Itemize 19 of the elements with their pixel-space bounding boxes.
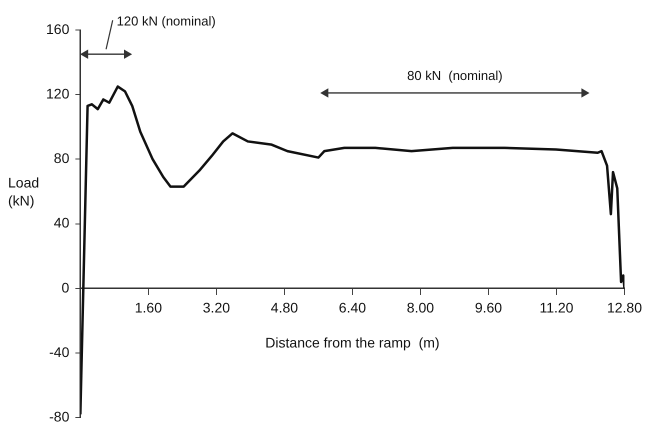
- y-tick-label: 0: [62, 279, 70, 296]
- y-axis-title: Load (kN): [8, 174, 40, 209]
- x-tick-label: 12.80: [606, 300, 642, 316]
- y-tick-label: 160: [46, 20, 70, 37]
- y-tick-label: -80: [49, 408, 70, 424]
- x-tick-label: 3.20: [202, 300, 230, 316]
- x-tick-label: 8.00: [406, 300, 434, 316]
- y-tick-label: 40: [54, 214, 70, 231]
- x-tick-label: 6.40: [338, 300, 366, 316]
- x-tick-label: 11.20: [539, 300, 574, 316]
- series-label: 120 kN (nominal): [116, 13, 216, 28]
- y-tick-label: -40: [49, 344, 70, 360]
- y-tick-label: 80: [54, 150, 70, 166]
- x-tick-label: 4.80: [270, 300, 298, 316]
- series-label: 80 kN (nominal): [407, 68, 503, 84]
- x-tick-label: 9.60: [474, 300, 502, 316]
- y-tick-label: 120: [46, 85, 70, 102]
- x-axis-title: Distance from the ramp (m): [265, 334, 440, 350]
- x-tick-label: 1.60: [134, 300, 162, 316]
